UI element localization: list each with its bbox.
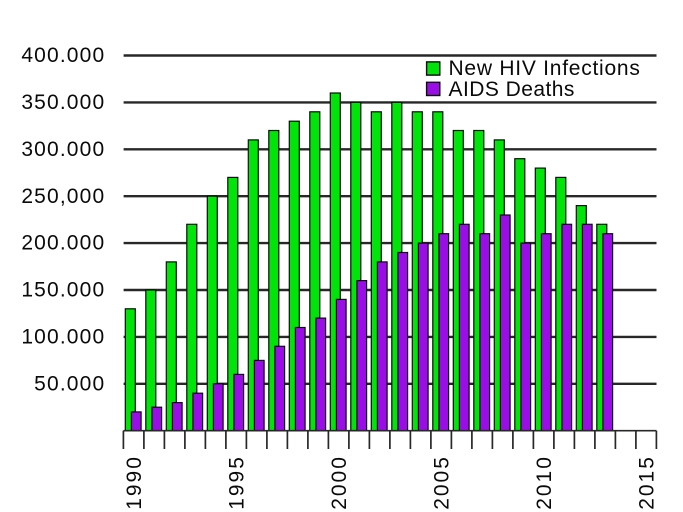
svg-text:2010: 2010 (533, 455, 556, 510)
svg-text:150.000: 150.000 (21, 279, 105, 302)
svg-text:1995: 1995 (226, 455, 249, 510)
svg-text:100.000: 100.000 (21, 326, 105, 349)
svg-text:300.000: 300.000 (21, 138, 105, 161)
svg-text:2015: 2015 (636, 455, 659, 510)
svg-text:New HIV Infections: New HIV Infections (449, 57, 641, 80)
svg-text:1990: 1990 (123, 455, 146, 510)
svg-text:50.000: 50.000 (34, 372, 105, 395)
svg-text:400.000: 400.000 (21, 44, 105, 67)
svg-text:200.000: 200.000 (21, 232, 105, 255)
svg-text:2000: 2000 (328, 455, 351, 510)
svg-text:250,000: 250,000 (21, 185, 105, 208)
svg-text:350.000: 350.000 (21, 91, 105, 114)
svg-text:2005: 2005 (431, 455, 454, 510)
svg-text:AIDS Deaths: AIDS Deaths (449, 78, 575, 101)
